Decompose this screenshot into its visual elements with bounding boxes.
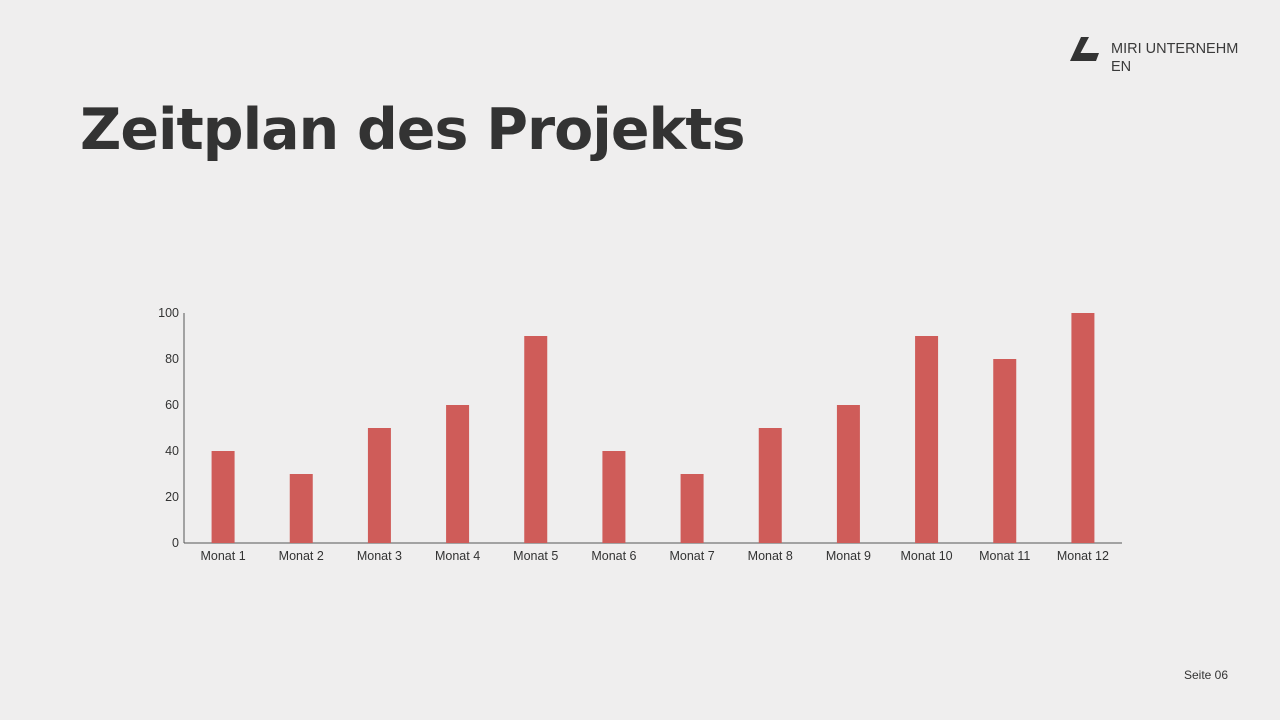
y-tick-label: 100 [158, 306, 179, 320]
x-tick-label: Monat 1 [200, 549, 245, 563]
bar [602, 451, 626, 543]
x-tick-label: Monat 7 [669, 549, 714, 563]
stylized-l-logo-icon [1070, 37, 1099, 61]
page-title: Zeitplan des Projekts [80, 97, 746, 163]
bar [211, 451, 235, 543]
x-tick-label: Monat 4 [435, 549, 480, 563]
brand-name: MIRI UNTERNEHMEN [1111, 41, 1239, 75]
x-tick-label: Monat 10 [901, 549, 953, 563]
bar [446, 405, 470, 543]
y-tick-label: 0 [172, 536, 179, 550]
x-tick-label: Monat 9 [826, 549, 871, 563]
bar [1071, 313, 1095, 543]
x-tick-label: Monat 12 [1057, 549, 1109, 563]
y-tick-label: 40 [165, 444, 179, 458]
x-tick-label: Monat 3 [357, 549, 402, 563]
bar [915, 336, 939, 543]
bar [836, 405, 860, 543]
bar [680, 474, 704, 543]
bar [289, 474, 313, 543]
x-tick-label: Monat 8 [748, 549, 793, 563]
x-tick-label: Monat 5 [513, 549, 558, 563]
bar [367, 428, 391, 543]
bar [524, 336, 548, 543]
bar [993, 359, 1017, 543]
y-tick-label: 60 [165, 398, 179, 412]
x-tick-label: Monat 11 [979, 549, 1030, 563]
y-tick-label: 20 [165, 490, 179, 504]
x-tick-label: Monat 2 [279, 549, 324, 563]
y-tick-label: 80 [165, 352, 179, 366]
bar [758, 428, 782, 543]
page-number: Seite 06 [1184, 668, 1229, 682]
x-tick-label: Monat 6 [591, 549, 636, 563]
